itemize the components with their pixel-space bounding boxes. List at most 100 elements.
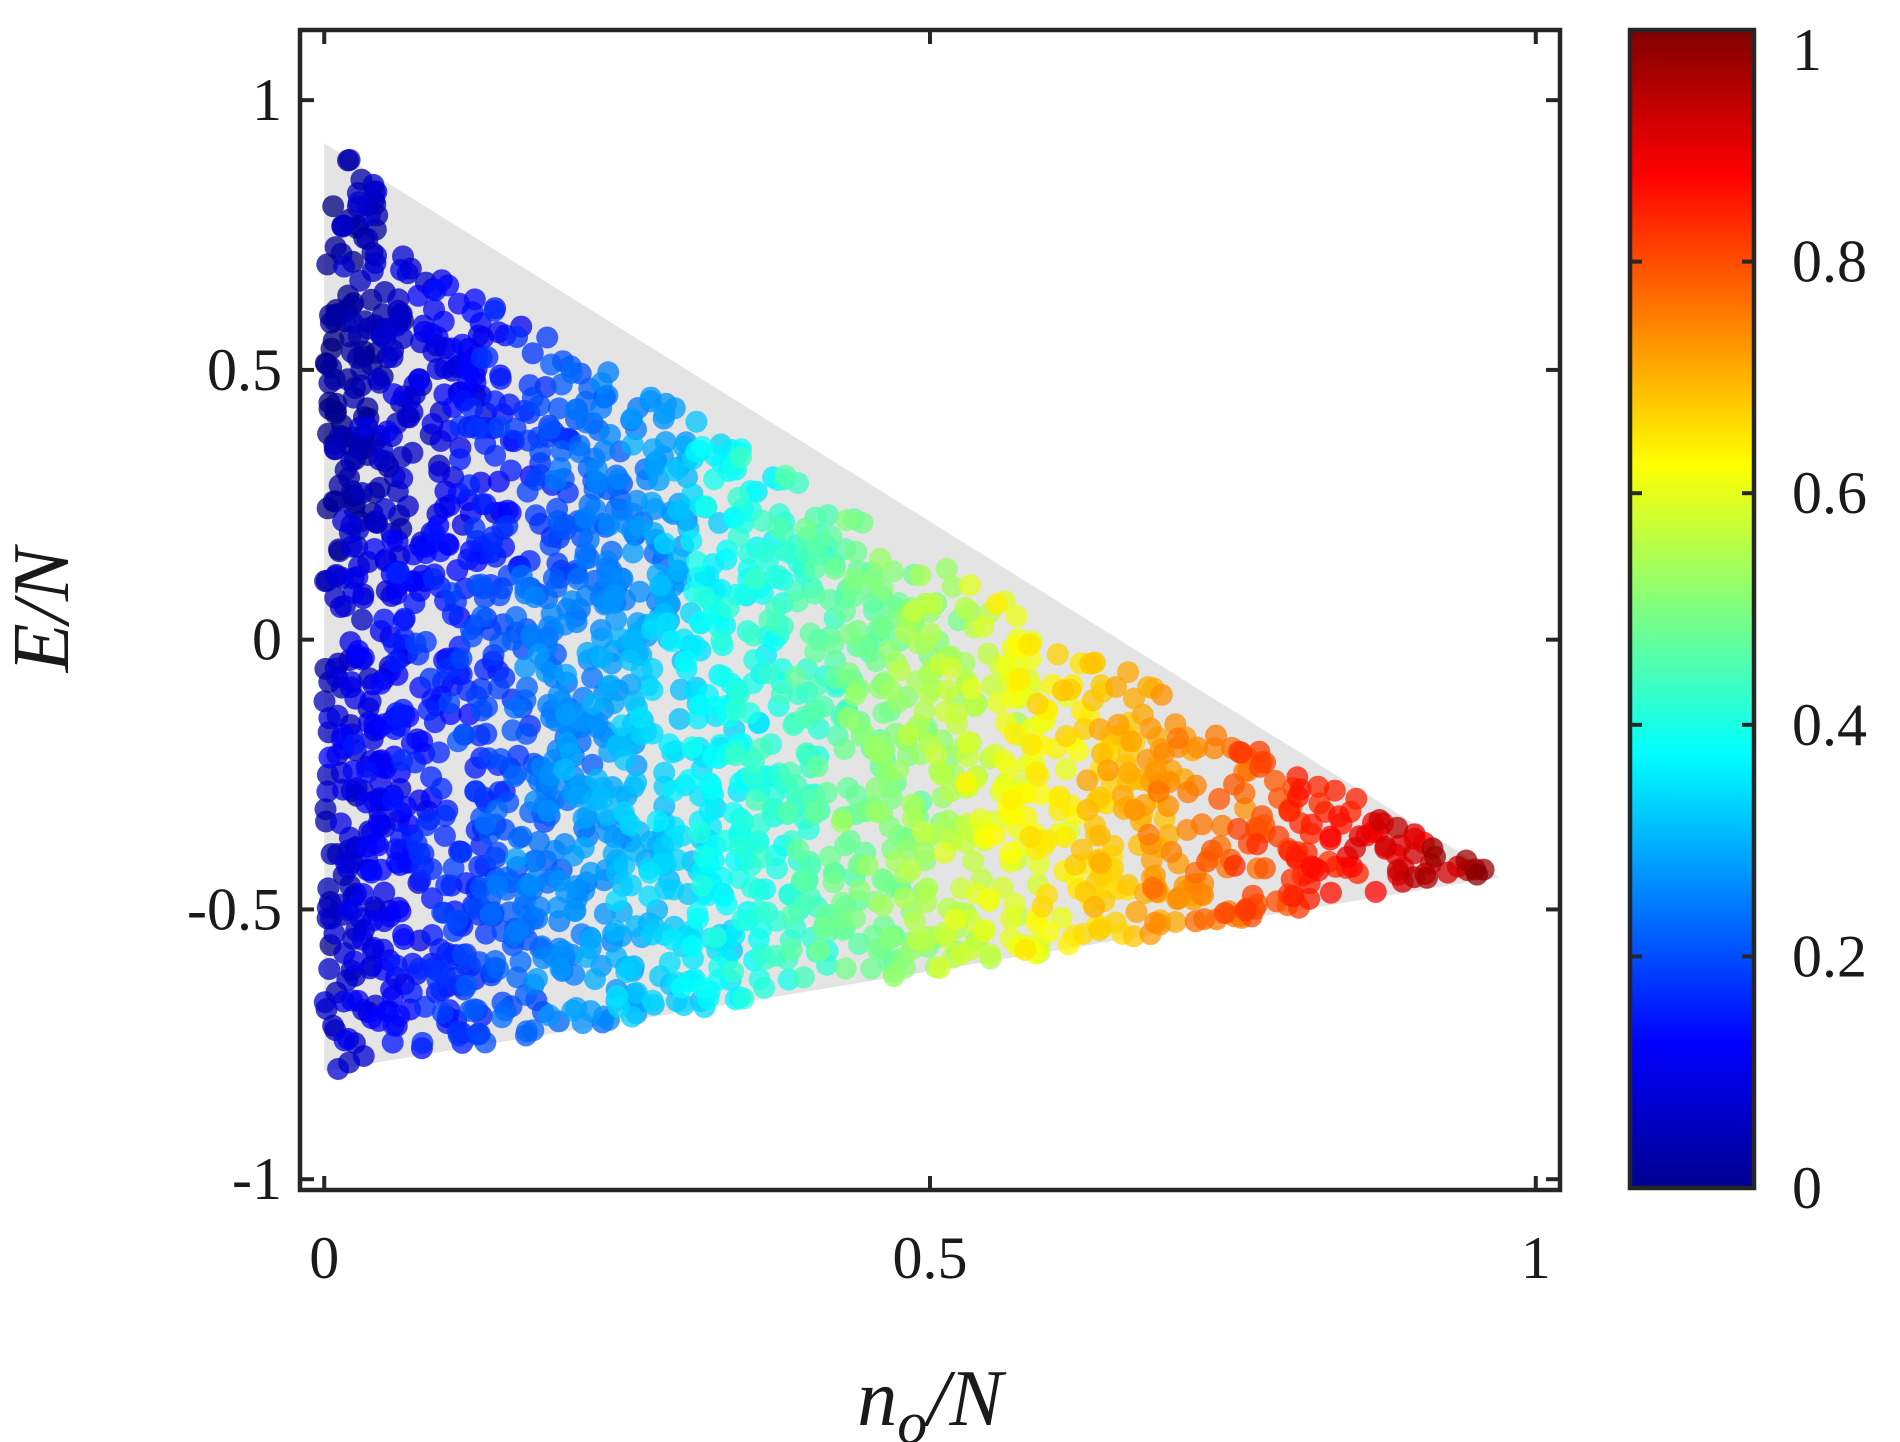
data-point [662, 779, 685, 802]
data-point [356, 227, 379, 250]
data-point [776, 801, 799, 824]
data-point [463, 517, 486, 540]
data-point [487, 958, 510, 981]
data-point [1055, 725, 1078, 747]
data-point [641, 679, 664, 701]
data-point [835, 509, 858, 532]
data-point [685, 410, 708, 433]
data-point [804, 641, 827, 664]
data-point [426, 968, 449, 991]
data-point [710, 629, 733, 652]
data-point [555, 881, 578, 904]
data-point [521, 342, 544, 365]
data-point [693, 844, 715, 867]
data-point [415, 814, 438, 837]
data-point [585, 458, 608, 481]
data-point [536, 799, 559, 822]
data-point [1144, 911, 1166, 934]
y-axis: -1 -0.5 0 0.5 1 [187, 67, 1560, 1212]
data-point [337, 149, 359, 172]
data-point [539, 534, 562, 556]
data-point [730, 446, 752, 469]
data-point [528, 830, 550, 853]
data-point [1327, 805, 1350, 828]
data-point [428, 741, 450, 764]
data-point [1048, 785, 1071, 808]
colorbar-tick-label: 0.2 [1792, 923, 1867, 989]
y-tick-label: 0 [252, 607, 282, 673]
data-point [424, 279, 447, 302]
data-point [337, 899, 359, 922]
data-point [317, 877, 340, 900]
data-point [815, 781, 838, 804]
data-point [522, 850, 544, 873]
data-point [643, 455, 666, 478]
data-point [404, 632, 427, 655]
data-point [597, 675, 620, 698]
data-point [470, 346, 493, 369]
data-point [727, 486, 750, 509]
data-point [766, 857, 788, 880]
data-point [411, 1031, 434, 1054]
data-point [322, 329, 345, 352]
data-point [895, 621, 918, 644]
data-point [367, 834, 389, 857]
data-point [1368, 809, 1391, 831]
data-point [667, 499, 690, 522]
data-point [536, 326, 559, 349]
data-point [691, 435, 714, 458]
data-point [667, 548, 690, 571]
data-point [869, 547, 891, 570]
data-point [519, 874, 542, 897]
colorbar: 0 0.2 0.4 0.6 0.8 1 [1627, 17, 1867, 1221]
data-point [605, 608, 628, 631]
data-point [471, 493, 494, 515]
data-point [547, 397, 570, 420]
data-point [323, 368, 346, 391]
data-point [433, 805, 456, 827]
data-point [474, 812, 497, 835]
data-point [590, 372, 613, 395]
data-point [596, 550, 619, 573]
data-point [408, 842, 431, 865]
data-point [872, 616, 895, 639]
data-point [1139, 717, 1162, 740]
data-point [678, 768, 701, 791]
data-point [340, 535, 363, 558]
data-point [538, 1004, 561, 1027]
data-point [871, 894, 894, 917]
data-point [351, 482, 374, 504]
data-point [466, 417, 488, 440]
data-point [486, 875, 509, 898]
data-point [658, 951, 681, 974]
colorbar-tick-label: 0.8 [1792, 229, 1867, 295]
data-point [710, 866, 733, 889]
data-point [539, 417, 562, 440]
data-point [568, 441, 591, 464]
data-point [899, 859, 922, 882]
data-point [313, 690, 336, 713]
data-point [774, 464, 797, 487]
data-point [1088, 824, 1111, 847]
data-point [865, 777, 888, 800]
data-point [450, 647, 473, 670]
data-point [928, 957, 951, 979]
data-point [560, 361, 583, 384]
data-point [666, 849, 689, 871]
data-point [1344, 837, 1366, 860]
data-point [749, 813, 772, 836]
data-point [343, 950, 366, 973]
data-point [694, 495, 717, 518]
data-point [329, 812, 352, 835]
data-point [313, 991, 336, 1014]
data-point [1307, 775, 1330, 798]
data-point [960, 677, 983, 700]
data-point [1234, 899, 1257, 922]
x-axis: 0 0.5 1 [309, 30, 1551, 1291]
data-point [341, 311, 364, 334]
data-point [333, 255, 356, 278]
data-point [691, 874, 714, 897]
data-point [561, 999, 584, 1022]
data-point [428, 461, 451, 483]
data-point [540, 353, 563, 376]
